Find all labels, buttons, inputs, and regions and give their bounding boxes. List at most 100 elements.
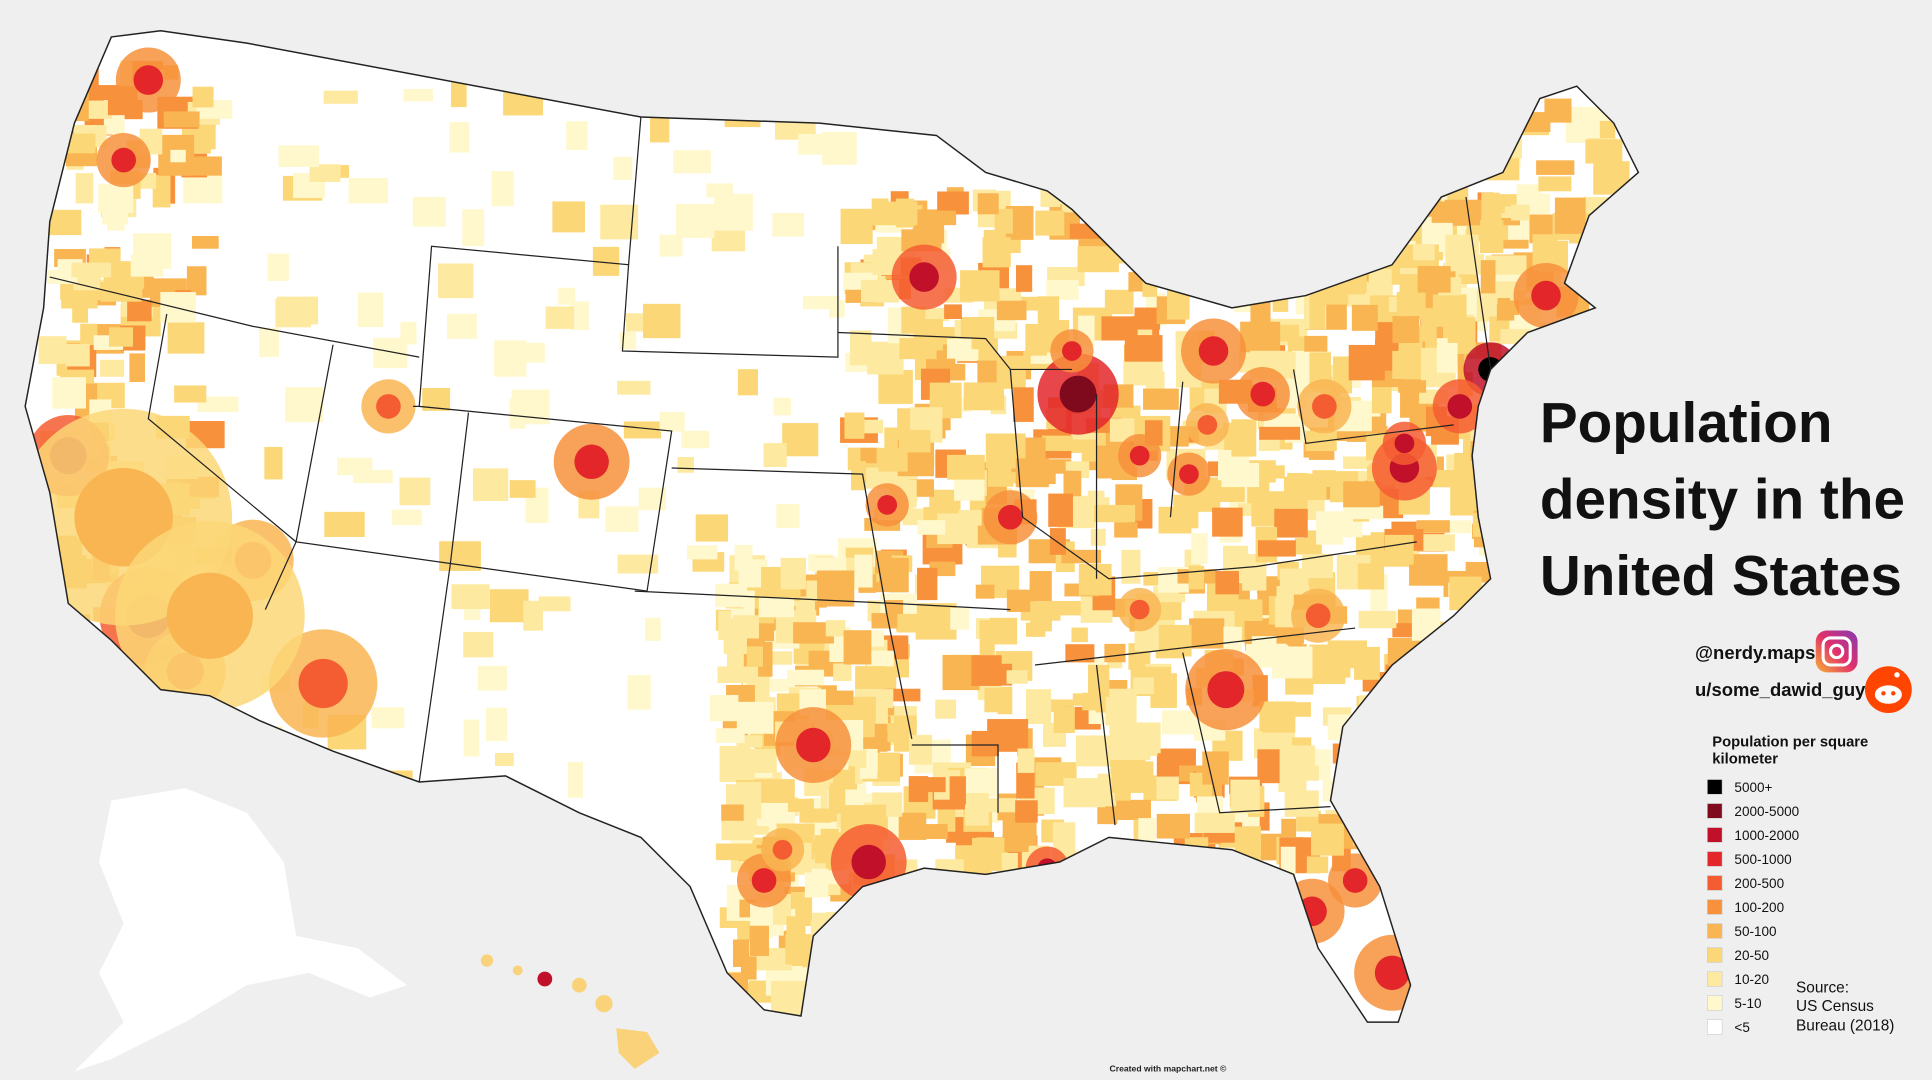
- county-patch: [1115, 799, 1151, 820]
- county-patch: [1077, 246, 1119, 273]
- county-patch: [921, 824, 948, 840]
- county-patch: [1433, 470, 1470, 488]
- county-patch: [749, 925, 769, 956]
- county-patch: [947, 454, 985, 480]
- county-patch: [1282, 765, 1319, 781]
- metro-core: [751, 868, 777, 893]
- instagram-handle: @nerdy.maps: [1695, 642, 1815, 663]
- county-patch: [787, 798, 814, 812]
- county-patch: [1156, 776, 1179, 800]
- metro-core: [1305, 603, 1331, 629]
- county-patch: [871, 613, 903, 629]
- county-patch: [64, 133, 96, 154]
- county-patch: [1065, 644, 1095, 663]
- county-patch: [38, 336, 67, 364]
- metro-core: [1197, 415, 1218, 435]
- county-patch: [971, 837, 1005, 856]
- source-box: US Census Bureau (2018): [1796, 997, 1894, 1034]
- county-patch: [894, 812, 927, 840]
- county-patch: [1436, 338, 1458, 373]
- county-patch: [613, 156, 633, 181]
- county-patch: [1343, 481, 1380, 508]
- county-patch: [100, 359, 125, 377]
- county-patch: [446, 313, 477, 339]
- metro-core: [1179, 464, 1199, 484]
- legend-label: 1000-2000: [1734, 828, 1799, 843]
- county-patch: [935, 699, 957, 719]
- county-patch: [917, 567, 938, 601]
- county-patch: [975, 584, 995, 599]
- county-patch: [491, 171, 514, 207]
- county-patch: [971, 655, 1002, 686]
- county-patch: [71, 262, 112, 278]
- county-patch: [1447, 310, 1465, 343]
- county-patch: [643, 303, 681, 339]
- county-patch: [732, 939, 750, 967]
- county-patch: [568, 761, 583, 798]
- county-patch: [1324, 648, 1343, 668]
- county-patch: [780, 557, 806, 590]
- county-patch: [422, 387, 451, 411]
- state-borders: [49, 116, 1492, 826]
- county-patch: [1124, 335, 1163, 362]
- county-patch: [1351, 304, 1378, 331]
- county-patch: [1357, 563, 1385, 590]
- county-patch: [736, 701, 774, 734]
- legend-swatch: [1707, 899, 1723, 915]
- metro-core: [133, 65, 164, 95]
- county-patch: [1309, 292, 1325, 330]
- county-patch: [163, 111, 200, 128]
- county-patch: [1384, 534, 1414, 565]
- county-patch: [1063, 778, 1106, 808]
- county-patch: [371, 707, 405, 729]
- county-patch: [399, 477, 431, 506]
- county-patch: [451, 584, 490, 610]
- county-patch: [1554, 197, 1586, 234]
- county-patch: [323, 90, 358, 104]
- metro-core: [1207, 671, 1245, 709]
- county-patch: [737, 749, 777, 773]
- county-patch: [845, 749, 867, 769]
- county-patch: [1565, 106, 1604, 144]
- county-patch: [1413, 244, 1435, 261]
- county-patch: [822, 131, 857, 165]
- county-patch: [1483, 205, 1502, 221]
- county-patch: [538, 596, 571, 612]
- metro-core: [1062, 341, 1082, 361]
- county-patch: [1061, 549, 1102, 564]
- county-patch: [996, 300, 1027, 321]
- county-patch: [709, 694, 739, 722]
- county-patch: [1134, 307, 1161, 330]
- county-patch: [1284, 790, 1319, 817]
- legend-label: 5-10: [1734, 996, 1761, 1011]
- county-patch: [713, 193, 753, 231]
- county-patch: [1013, 387, 1034, 422]
- legend-label: 2000-5000: [1734, 804, 1799, 819]
- county-patch: [897, 613, 937, 633]
- county-patch: [185, 156, 222, 176]
- county-patch: [978, 338, 998, 361]
- county-patch: [1121, 549, 1141, 584]
- county-patch: [1544, 98, 1572, 123]
- county-patch: [1109, 405, 1141, 420]
- county-patch: [776, 503, 800, 528]
- metro-core: [1447, 394, 1473, 419]
- county-patch: [895, 198, 915, 228]
- county-patch: [1016, 265, 1033, 292]
- county-patch: [659, 234, 683, 257]
- county-patch: [1105, 688, 1137, 726]
- county-patch: [357, 292, 384, 328]
- honolulu: [537, 971, 553, 987]
- county-patch: [1048, 493, 1073, 527]
- county-patch: [509, 398, 526, 429]
- county-patch: [1234, 599, 1263, 622]
- county-patch: [987, 719, 1029, 752]
- county-patch: [1311, 823, 1344, 856]
- county-patch: [462, 209, 485, 247]
- county-patch: [717, 666, 759, 683]
- county-patch: [66, 343, 90, 367]
- county-patch: [1114, 766, 1131, 801]
- county-patch: [127, 299, 152, 322]
- county-patch: [1230, 779, 1260, 814]
- county-patch: [1371, 386, 1392, 414]
